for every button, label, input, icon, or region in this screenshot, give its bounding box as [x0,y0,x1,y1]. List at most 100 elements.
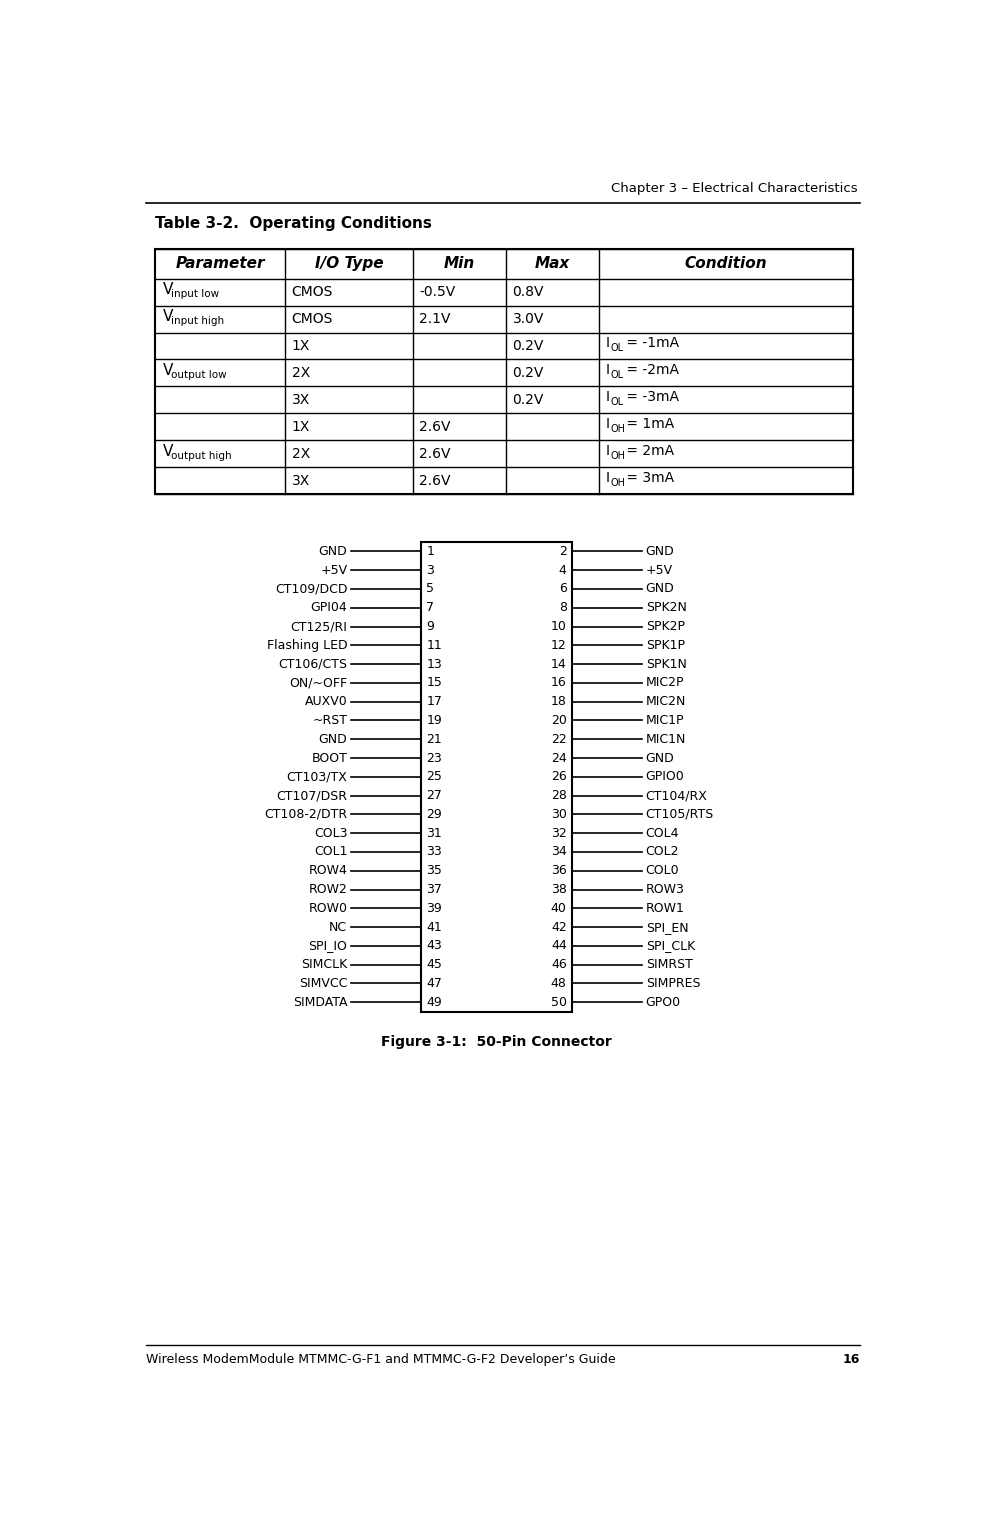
Text: COL3: COL3 [314,826,347,840]
Text: SIMCLK: SIMCLK [301,959,347,971]
Text: CMOS: CMOS [291,285,333,299]
Text: SPK2P: SPK2P [645,620,685,633]
Text: SPI_IO: SPI_IO [308,939,347,953]
Text: Max: Max [535,257,570,271]
Text: CT125/RI: CT125/RI [290,620,347,633]
Text: 2.1V: 2.1V [420,312,451,326]
Text: I: I [605,471,609,485]
Text: 30: 30 [550,808,567,820]
Text: NC: NC [330,920,347,934]
Text: 28: 28 [550,790,567,802]
Text: 22: 22 [551,733,567,746]
Text: = -2mA: = -2mA [623,363,680,377]
Text: CT108-2/DTR: CT108-2/DTR [264,808,347,820]
Text: 31: 31 [427,826,442,840]
Text: V: V [163,309,174,323]
Text: 11: 11 [427,639,442,653]
Text: 15: 15 [427,676,442,689]
Text: CT109/DCD: CT109/DCD [275,582,347,596]
Text: 27: 27 [427,790,442,802]
Text: 3.0V: 3.0V [512,312,543,326]
Text: OL: OL [611,397,624,408]
Text: GPO0: GPO0 [645,996,681,1008]
Text: 37: 37 [427,883,442,896]
Text: = 3mA: = 3mA [623,471,675,485]
Text: MIC1P: MIC1P [645,714,685,726]
Text: 42: 42 [551,920,567,934]
Text: 47: 47 [427,977,442,990]
Text: 2.6V: 2.6V [420,420,451,434]
Text: 43: 43 [427,939,442,953]
Text: 8: 8 [559,602,567,614]
Text: AUXV0: AUXV0 [305,696,347,708]
Text: 24: 24 [551,751,567,765]
Text: 14: 14 [551,657,567,671]
Text: 45: 45 [427,959,442,971]
Text: SPK1P: SPK1P [645,639,685,653]
Text: SPI_CLK: SPI_CLK [645,939,695,953]
Text: MIC2N: MIC2N [645,696,686,708]
Text: 34: 34 [551,845,567,859]
Text: I: I [605,363,609,377]
Text: CMOS: CMOS [291,312,333,326]
Text: 25: 25 [427,771,442,783]
Text: CT106/CTS: CT106/CTS [279,657,347,671]
Text: V: V [163,443,174,459]
Text: 4: 4 [559,563,567,577]
Text: OL: OL [611,371,624,380]
Text: OH: OH [611,425,626,434]
Text: input high: input high [171,317,224,326]
Text: SPK2N: SPK2N [645,602,687,614]
Text: ROW4: ROW4 [308,865,347,877]
Text: 26: 26 [551,771,567,783]
Text: 1: 1 [427,545,435,557]
Text: 3: 3 [427,563,435,577]
Text: GND: GND [645,545,675,557]
Text: 12: 12 [551,639,567,653]
Text: MIC1N: MIC1N [645,733,686,746]
Text: 36: 36 [551,865,567,877]
Text: V: V [163,363,174,377]
Text: 2: 2 [559,545,567,557]
Text: 46: 46 [551,959,567,971]
Text: 7: 7 [427,602,435,614]
Text: COL0: COL0 [645,865,680,877]
Text: SPK1N: SPK1N [645,657,687,671]
Text: 18: 18 [550,696,567,708]
Text: ROW0: ROW0 [308,902,347,914]
Text: 16: 16 [551,676,567,689]
Text: 9: 9 [427,620,435,633]
Text: -0.5V: -0.5V [420,285,456,299]
Text: 3X: 3X [291,474,310,488]
Text: SPI_EN: SPI_EN [645,920,689,934]
Text: GND: GND [319,545,347,557]
Text: ROW3: ROW3 [645,883,685,896]
Text: 2.6V: 2.6V [420,474,451,488]
Text: = -3mA: = -3mA [623,391,680,405]
Text: Chapter 3 – Electrical Characteristics: Chapter 3 – Electrical Characteristics [611,183,857,195]
Text: Wireless ModemModule MTMMC-G-F1 and MTMMC-G-F2 Developer’s Guide: Wireless ModemModule MTMMC-G-F1 and MTMM… [146,1353,615,1365]
Text: GND: GND [645,751,675,765]
Text: 50: 50 [550,996,567,1008]
Text: ~RST: ~RST [312,714,347,726]
Text: = -1mA: = -1mA [623,337,680,351]
Text: 20: 20 [550,714,567,726]
Text: I: I [605,391,609,405]
Text: 0.2V: 0.2V [512,366,543,380]
Text: ROW2: ROW2 [308,883,347,896]
Text: Parameter: Parameter [176,257,265,271]
Text: 0.8V: 0.8V [512,285,543,299]
Text: I: I [605,417,609,431]
Text: 48: 48 [550,977,567,990]
Text: 49: 49 [427,996,442,1008]
Text: 38: 38 [550,883,567,896]
Text: OH: OH [611,451,626,462]
Text: I: I [605,445,609,459]
Text: 44: 44 [551,939,567,953]
Text: SIMDATA: SIMDATA [293,996,347,1008]
Text: 0.2V: 0.2V [512,392,543,406]
Text: COL1: COL1 [314,845,347,859]
Text: 33: 33 [427,845,442,859]
Text: 2X: 2X [291,366,310,380]
Text: 23: 23 [427,751,442,765]
